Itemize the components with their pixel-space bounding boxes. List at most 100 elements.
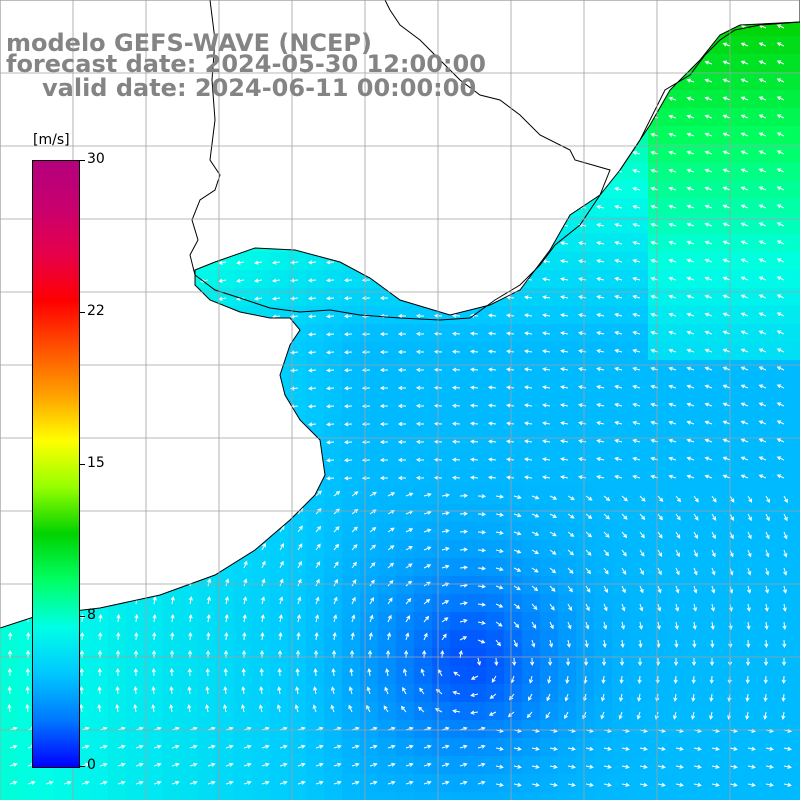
wind-arrow — [332, 632, 337, 641]
wind-arrow — [620, 621, 626, 630]
field-cell — [684, 540, 702, 558]
field-cell — [756, 756, 774, 774]
wind-arrow — [560, 421, 569, 426]
wind-arrow — [387, 545, 395, 551]
wind-arrow — [776, 474, 785, 479]
field-cell — [522, 702, 540, 720]
wind-arrow — [224, 596, 229, 605]
wind-arrow — [451, 403, 461, 408]
wind-arrow — [459, 601, 468, 606]
field-cell — [378, 540, 396, 558]
field-cell — [252, 270, 270, 288]
wind-arrow — [693, 782, 702, 787]
field-cell — [576, 234, 594, 252]
wind-arrow — [686, 114, 695, 119]
field-cell — [720, 36, 738, 54]
wind-arrow — [477, 584, 486, 589]
wind-arrow — [656, 639, 661, 648]
wind-arrow — [686, 240, 695, 245]
wind-arrow — [603, 513, 610, 520]
wind-arrow — [722, 402, 731, 407]
field-cell — [486, 486, 504, 504]
field-cell — [792, 630, 800, 648]
wind-arrow — [513, 603, 521, 609]
field-cell — [90, 630, 108, 648]
wind-arrow — [758, 402, 767, 407]
wind-arrow — [675, 603, 680, 612]
field-cell — [594, 684, 612, 702]
field-cell — [486, 540, 504, 558]
field-cell — [720, 450, 738, 468]
field-cell — [450, 774, 468, 792]
wind-arrow — [261, 596, 266, 605]
wind-arrow — [567, 495, 575, 501]
field-cell — [576, 306, 594, 324]
field-cell — [522, 360, 540, 378]
field-cell — [342, 684, 360, 702]
field-cell — [360, 324, 378, 342]
wind-arrow — [495, 530, 504, 535]
field-cell — [540, 414, 558, 432]
field-cell — [144, 774, 162, 792]
field-cell — [126, 792, 144, 800]
wind-arrow — [621, 585, 626, 594]
wind-arrow — [560, 241, 569, 246]
wind-arrow — [188, 631, 193, 641]
field-cell — [324, 756, 342, 774]
wind-arrow — [729, 764, 738, 769]
wind-arrow — [488, 475, 497, 480]
wind-arrow — [405, 563, 413, 569]
field-cell — [450, 792, 468, 800]
field-cell — [396, 432, 414, 450]
wind-arrow — [531, 513, 540, 518]
field-cell — [432, 774, 450, 792]
field-cell — [342, 738, 360, 756]
field-cell — [396, 396, 414, 414]
field-cell — [684, 414, 702, 432]
wind-arrow — [369, 762, 378, 767]
field-cell — [522, 396, 540, 414]
wind-arrow — [528, 675, 534, 684]
wind-arrow — [709, 711, 714, 720]
field-cell — [756, 576, 774, 594]
colorbar-tick-label: 22 — [87, 303, 105, 319]
wind-arrow — [272, 296, 281, 301]
field-cell — [468, 342, 486, 360]
wind-arrow — [668, 456, 677, 461]
field-cell — [540, 360, 558, 378]
field-cell — [576, 666, 594, 684]
wind-arrow — [260, 614, 265, 623]
field-cell — [270, 594, 288, 612]
wind-arrow — [348, 686, 353, 695]
wind-arrow — [765, 746, 774, 751]
wind-arrow — [584, 639, 589, 648]
wind-arrow — [637, 657, 643, 667]
wind-arrow — [686, 402, 695, 407]
wind-arrow — [781, 657, 787, 667]
wind-arrow — [469, 313, 479, 318]
field-cell — [576, 432, 594, 450]
wind-arrow — [152, 596, 157, 605]
wind-arrow — [668, 132, 677, 137]
wind-arrow — [758, 78, 767, 83]
wind-arrow — [495, 567, 504, 572]
wind-arrow — [423, 780, 432, 785]
field-cell — [270, 720, 288, 738]
wind-arrow — [657, 764, 666, 769]
wind-arrow — [758, 294, 767, 299]
field-cell — [396, 576, 414, 594]
field-cell — [558, 324, 576, 342]
field-cell — [576, 216, 594, 234]
field-cell — [0, 774, 18, 792]
wind-arrow — [513, 531, 522, 536]
wind-arrow — [668, 150, 677, 155]
field-cell — [630, 432, 648, 450]
field-cell — [558, 396, 576, 414]
field-cell — [756, 450, 774, 468]
field-cell — [612, 360, 630, 378]
field-cell — [738, 54, 756, 72]
field-cell — [306, 540, 324, 558]
field-cell — [468, 702, 486, 720]
field-cell — [666, 378, 684, 396]
wind-arrow — [277, 667, 282, 677]
